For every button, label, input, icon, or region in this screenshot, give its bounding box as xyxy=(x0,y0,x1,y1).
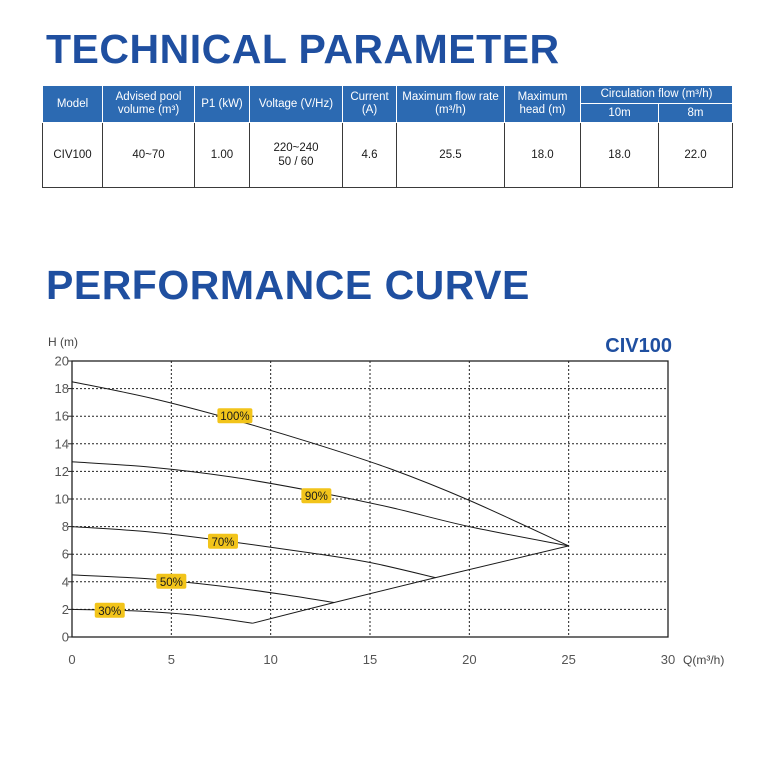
curve-90pct xyxy=(71,461,569,547)
curve-label-bg xyxy=(94,602,125,618)
cell-current: 4.6 xyxy=(342,122,397,188)
y-tick-label: 4 xyxy=(62,574,69,589)
x-tick-label: 30 xyxy=(661,652,675,667)
x-tick-label: 20 xyxy=(462,652,476,667)
performance-curve-heading: PERFORMANCE CURVE xyxy=(46,262,530,308)
cell-power: 1.00 xyxy=(194,122,250,188)
chart-grid xyxy=(72,361,668,637)
header-circ-10m: 10m xyxy=(580,103,659,123)
y-tick-label: 20 xyxy=(55,354,69,369)
header-circ-8m: 8m xyxy=(657,103,734,123)
curve-label: 70% xyxy=(211,537,234,549)
header-model: Model xyxy=(42,85,103,123)
x-tick-label: 5 xyxy=(168,652,175,667)
curve-label: 30% xyxy=(98,606,121,618)
table-header-row: Model Advised pool volume (m³) P1 (kW) V… xyxy=(42,85,734,123)
curve-label-bg xyxy=(156,573,187,589)
x-tick-label: 10 xyxy=(263,652,277,667)
curve-100pct xyxy=(71,381,569,547)
curve-label: 100% xyxy=(220,411,249,423)
curve-70pct xyxy=(71,526,436,579)
curve-label-bg xyxy=(217,408,253,424)
y-tick-label: 8 xyxy=(62,519,69,534)
table-subheader-row: 10m 8m xyxy=(43,103,734,123)
curve-label-bg xyxy=(207,533,238,549)
chart-curve-labels: 100% 90% 70% 50% 30% xyxy=(94,408,332,618)
table-row: CIV100 40~70 1.00 220~240 50 / 60 4.6 25… xyxy=(42,122,734,188)
header-circulation-flow: Circulation flow (m³/h) xyxy=(579,85,734,104)
header-voltage: Voltage (V/Hz) xyxy=(249,85,343,123)
cell-max-head: 18.0 xyxy=(504,122,581,188)
chart-axes: 0 2 4 6 8 10 12 14 16 18 20 0 5 10 15 20 25 30 xyxy=(55,354,676,668)
x-tick-label: 25 xyxy=(561,652,575,667)
curve-label: 50% xyxy=(160,577,183,589)
technical-parameter-table: Model Advised pool volume (m³) P1 (kW) V… xyxy=(42,85,734,188)
y-tick-label: 18 xyxy=(55,381,69,396)
header-max-head: Maximum head (m) xyxy=(504,85,581,123)
y-tick-label: 12 xyxy=(55,464,69,479)
x-tick-label: 15 xyxy=(363,652,377,667)
header-current: Current (A) xyxy=(342,85,397,123)
curve-label: 90% xyxy=(305,491,328,503)
header-power: P1 (kW) xyxy=(194,85,250,123)
plot-frame xyxy=(71,360,669,638)
cell-circ-8m: 22.0 xyxy=(657,122,734,188)
cell-voltage: 220~240 50 / 60 xyxy=(249,122,343,188)
x-tick-label: 0 xyxy=(68,652,75,667)
cell-max-flow: 25.5 xyxy=(396,122,505,188)
cell-model: CIV100 xyxy=(42,122,103,188)
y-axis-label: H (m) xyxy=(48,335,78,349)
curve-label-bg xyxy=(301,488,332,504)
y-tick-label: 6 xyxy=(62,547,69,562)
y-tick-label: 0 xyxy=(62,630,69,645)
curve-50pct xyxy=(71,574,335,603)
chart-title: CIV100 xyxy=(605,335,672,357)
cell-pool-volume: 40~70 xyxy=(102,122,195,188)
performance-chart: 0 2 4 6 8 10 12 14 16 18 20 0 5 10 15 20 25 30 100% 90% 70%… xyxy=(48,335,724,668)
cell-circ-10m: 18.0 xyxy=(580,122,659,188)
header-pool-volume: Advised pool volume (m³) xyxy=(102,85,195,123)
x-axis-label: Q(m³/h) xyxy=(683,653,724,667)
technical-parameter-heading: TECHNICAL PARAMETER xyxy=(46,26,560,72)
y-tick-label: 16 xyxy=(55,409,69,424)
header-max-flow: Maximum flow rate (m³/h) xyxy=(396,85,505,123)
y-tick-label: 14 xyxy=(55,436,69,451)
y-tick-label: 2 xyxy=(62,602,69,617)
y-tick-label: 10 xyxy=(55,492,69,507)
system-curve xyxy=(252,545,569,624)
